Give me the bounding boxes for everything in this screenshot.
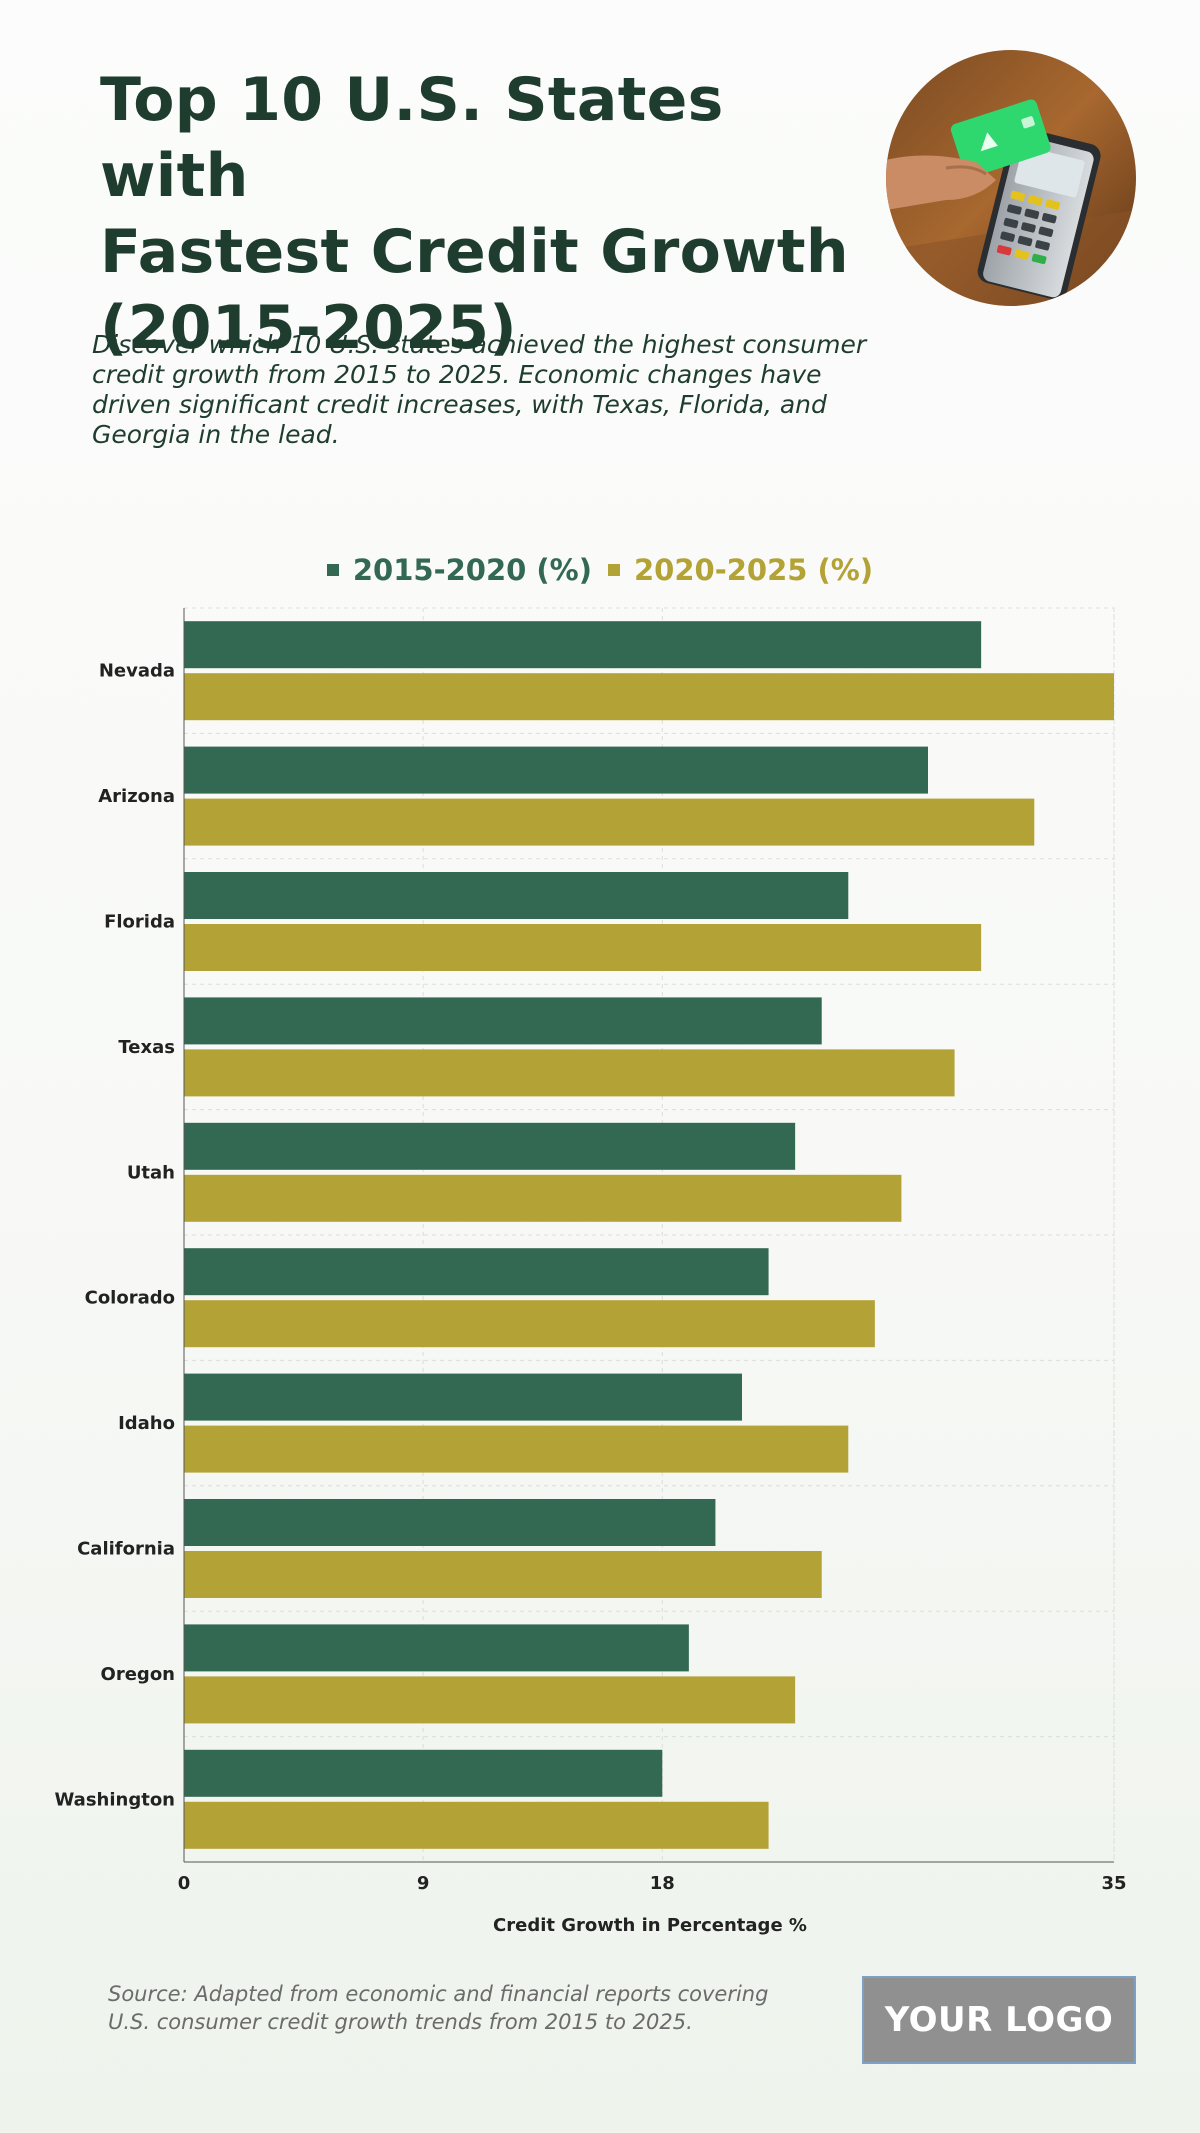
card-payment-terminal-icon: [886, 50, 1136, 306]
card-payment-photo: [886, 50, 1136, 306]
title-line-2: Fastest Credit Growth: [100, 217, 849, 287]
title-line-3: (2015-2025): [100, 293, 518, 363]
x-tick-label: 18: [650, 1873, 675, 1894]
category-label: Colorado: [85, 1288, 175, 1309]
category-label: Texas: [118, 1037, 175, 1058]
bar-2015-2020: [184, 621, 982, 669]
bar-2015-2020: [184, 1122, 796, 1170]
category-label: Washington: [54, 1789, 175, 1810]
bar-2015-2020: [184, 872, 849, 919]
bar-2015-2020: [184, 1373, 742, 1421]
bar-2020-2025: [184, 1425, 849, 1473]
page-subtitle: Discover which 10 U.S. states achieved t…: [92, 330, 867, 449]
bar-2020-2025: [184, 1049, 955, 1097]
bar-2015-2020: [184, 1499, 716, 1546]
x-tick-label: 35: [1101, 1873, 1126, 1894]
bar-2015-2020: [184, 1248, 769, 1296]
legend-swatch-2015-2020: [326, 564, 339, 576]
bar-2020-2025: [184, 673, 1114, 721]
legend-label-2015-2020: 2015-2020 (%): [352, 553, 592, 587]
category-label: Nevada: [99, 661, 175, 682]
bar-2020-2025: [184, 1551, 822, 1598]
bar-2020-2025: [184, 1676, 796, 1724]
bar-2020-2025: [184, 1300, 875, 1348]
bar-2015-2020: [184, 746, 928, 794]
legend-item-2020-2025: 2020-2025 (%): [608, 553, 873, 587]
category-label: Oregon: [101, 1664, 175, 1685]
chart-legend: 2015-2020 (%) 2020-2025 (%): [0, 553, 1200, 587]
bar-2015-2020: [184, 1749, 663, 1797]
source-note: Source: Adapted from economic and financ…: [108, 1982, 769, 2034]
bar-2015-2020: [184, 997, 822, 1045]
x-tick-label: 0: [178, 1873, 191, 1894]
category-label: Utah: [127, 1162, 175, 1183]
category-label: California: [77, 1539, 175, 1560]
bar-chart: Nevada Arizona Florida Texas Utah Colorado Ida…: [54, 607, 1127, 1894]
category-label: Arizona: [98, 786, 175, 807]
bar-2020-2025: [184, 1801, 769, 1849]
x-tick-label: 9: [417, 1873, 430, 1894]
bar-2015-2020: [184, 1624, 689, 1672]
x-axis-label: Credit Growth in Percentage %: [493, 1915, 807, 1936]
category-label: Idaho: [118, 1413, 175, 1434]
legend-item-2015-2020: 2015-2020 (%): [326, 553, 592, 587]
title-line-1: Top 10 U.S. States with: [100, 65, 724, 211]
legend-swatch-2020-2025: [608, 564, 620, 576]
category-label: Florida: [104, 912, 175, 933]
bar-2020-2025: [184, 798, 1035, 846]
bar-2020-2025: [184, 1174, 902, 1222]
page-title: Top 10 U.S. States with Fastest Credit G…: [100, 62, 880, 366]
logo-placeholder: YOUR LOGO: [862, 1976, 1136, 2064]
legend-label-2020-2025: 2020-2025 (%): [634, 553, 874, 587]
bar-2020-2025: [184, 924, 982, 971]
